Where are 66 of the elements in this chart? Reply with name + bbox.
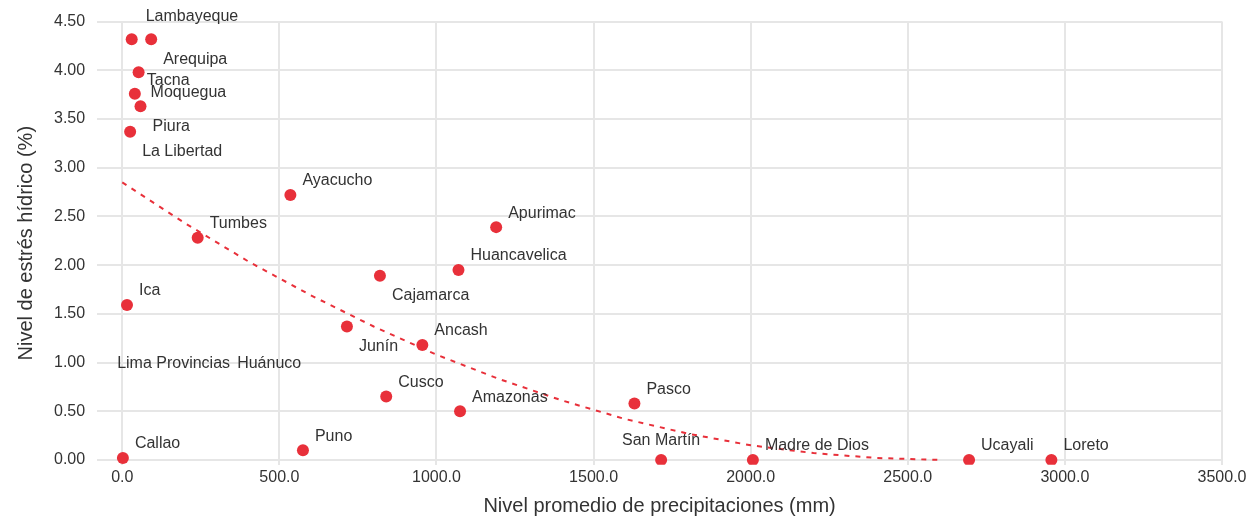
y-tick-label: 4.00 xyxy=(54,60,86,78)
point xyxy=(746,453,759,465)
annotation: Ayacucho xyxy=(302,171,373,189)
annotation: Ica xyxy=(138,281,161,299)
annotation: Madre de Dios xyxy=(764,436,869,454)
annotation: Cusco xyxy=(398,373,444,391)
point xyxy=(128,87,141,100)
point xyxy=(191,231,204,244)
point xyxy=(963,453,976,465)
point xyxy=(116,451,129,464)
annotation: Piura xyxy=(152,116,190,134)
point xyxy=(454,405,467,418)
annotation: Junín xyxy=(358,336,399,354)
y-tick-label: 3.50 xyxy=(54,109,86,127)
annotation: Arequipa xyxy=(163,49,228,67)
annotation: Callao xyxy=(134,434,181,452)
point xyxy=(1045,453,1058,465)
y-tick-label: 2.00 xyxy=(54,255,86,273)
annotation: La Libertad xyxy=(142,142,223,160)
annotation: Puno xyxy=(314,426,353,444)
annotation: Loreto xyxy=(1063,436,1109,454)
annotation: Tumbes xyxy=(209,214,267,232)
annotation: Lambayeque xyxy=(145,6,239,24)
point xyxy=(284,188,297,201)
y-tick-label: 2.50 xyxy=(54,206,86,224)
y-tick-label: 0.00 xyxy=(54,450,86,468)
x-tick-label: 0.0 xyxy=(111,467,134,485)
point xyxy=(296,444,309,457)
point xyxy=(655,453,668,465)
annotation: Huancavelica xyxy=(470,246,567,264)
point xyxy=(340,320,353,333)
point xyxy=(125,33,138,46)
x-axis-title: Nivel promedio de precipitaciones (mm) xyxy=(483,493,836,516)
x-tick-label: 2500.0 xyxy=(883,467,933,485)
annotation: San Martín xyxy=(622,431,701,449)
y-tick-label: 1.00 xyxy=(54,352,86,370)
x-tick-label: 3500.0 xyxy=(1197,467,1247,485)
point xyxy=(132,66,145,79)
point xyxy=(416,338,429,351)
point xyxy=(380,390,393,403)
point xyxy=(452,263,465,276)
point xyxy=(145,33,158,46)
x-tick-label: 1000.0 xyxy=(412,467,462,485)
annotation: Ancash xyxy=(434,321,488,339)
x-tick-label: 500.0 xyxy=(259,467,300,485)
x-tick-label: 1500.0 xyxy=(569,467,619,485)
x-tick-label: 2000.0 xyxy=(726,467,776,485)
point xyxy=(628,397,641,410)
annotation: Cajamarca xyxy=(391,286,470,304)
annotation: Huánuco xyxy=(237,354,302,372)
point xyxy=(490,221,503,234)
annotation: Pasco xyxy=(646,379,691,397)
point xyxy=(124,125,137,138)
y-tick-label: 0.50 xyxy=(54,401,86,419)
annotation: Lima Provincias xyxy=(117,354,231,372)
y-tick-label: 3.00 xyxy=(54,158,86,176)
x-tick-label: 3000.0 xyxy=(1040,467,1090,485)
y-tick-label: 1.50 xyxy=(54,304,86,322)
point xyxy=(373,269,386,282)
annotation: Apurimac xyxy=(508,203,576,221)
y-axis-title: Nivel de estrés hídrico (%) xyxy=(13,125,36,361)
annotation: Ucayali xyxy=(981,436,1034,454)
y-tick-label: 4.50 xyxy=(54,12,86,30)
annotation: Amazonas xyxy=(472,387,548,405)
point xyxy=(134,100,147,113)
point xyxy=(120,299,133,312)
